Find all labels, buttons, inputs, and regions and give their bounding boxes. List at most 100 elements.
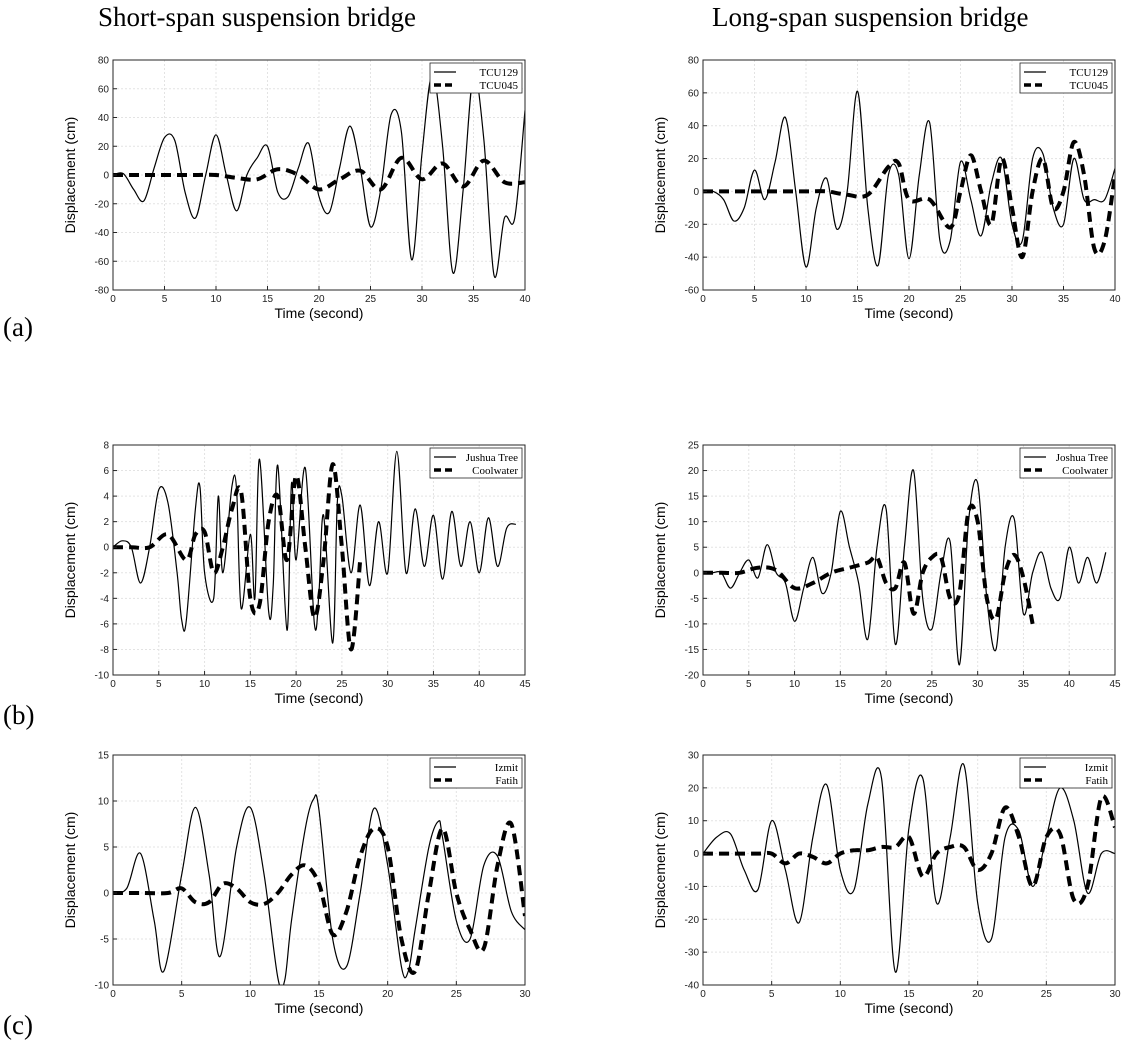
x-tick-label: 15 (852, 294, 864, 305)
x-tick-label: 0 (700, 989, 706, 1000)
y-tick-label: 8 (103, 441, 109, 452)
y-tick-label: -40 (685, 981, 700, 992)
plot-area (113, 445, 525, 675)
y-tick-label: -20 (685, 220, 700, 231)
x-tick-label: 40 (519, 294, 531, 305)
y-tick-label: 40 (688, 121, 700, 132)
series-line-dashed (703, 793, 1115, 906)
x-tick-label: 0 (110, 989, 116, 1000)
y-tick-label: -60 (685, 286, 700, 297)
x-tick-label: 25 (926, 679, 938, 690)
chart-a-short-span: 0 5 10 15 20 25 30 35 40 -80 -60 -40 -20 0 20 40 60 80 Tim… (62, 56, 531, 322)
legend-label: Jushua Tree (466, 452, 518, 464)
plot-area (703, 60, 1115, 290)
row-label-c: (c) (3, 1010, 33, 1040)
y-tick-label: 25 (688, 441, 700, 452)
y-tick-label: 0 (693, 568, 699, 579)
x-tick-label: 0 (700, 679, 706, 690)
x-tick-label: 30 (1109, 989, 1121, 1000)
x-axis-label: Time (second) (865, 1000, 954, 1016)
y-tick-label: 0 (103, 889, 109, 900)
y-axis-label: Displacement (cm) (62, 812, 78, 929)
x-tick-label: 20 (972, 989, 984, 1000)
legend-label: Coolwater (472, 465, 518, 477)
chart-a-long-span: 0 5 10 15 20 25 30 35 40 -60 -40 -20 0 20 40 60 80 Time (… (652, 56, 1121, 322)
x-tick-label: 5 (162, 294, 168, 305)
row-label-b: (b) (3, 700, 35, 730)
x-tick-label: 20 (291, 679, 303, 690)
x-tick-label: 35 (1058, 294, 1070, 305)
x-tick-label: 20 (313, 294, 325, 305)
legend-label: TCU129 (1070, 67, 1109, 79)
y-tick-label: 4 (103, 492, 109, 503)
y-tick-label: 0 (103, 543, 109, 554)
legend-label: TCU129 (480, 67, 519, 79)
series-line-dashed (113, 462, 363, 652)
axes-box (702, 444, 1116, 676)
y-axis-label: Displacement (cm) (62, 502, 78, 619)
x-tick-label: 40 (474, 679, 486, 690)
series-line-solid (113, 72, 525, 279)
y-tick-label: 60 (98, 84, 110, 95)
y-tick-label: 20 (688, 154, 700, 165)
x-tick-label: 15 (313, 989, 325, 1000)
legend-label: Coolwater (1062, 465, 1108, 477)
x-tick-label: 30 (972, 679, 984, 690)
row-label-a: (a) (3, 312, 33, 342)
y-tick-label: 40 (98, 113, 110, 124)
y-tick-label: -2 (100, 568, 109, 579)
y-tick-label: 30 (688, 751, 700, 762)
x-tick-label: 10 (835, 989, 847, 1000)
x-tick-label: 10 (789, 679, 801, 690)
series-line-dashed (703, 140, 1115, 260)
y-tick-label: 2 (103, 517, 109, 528)
chart-b-short-span: 0 5 10 15 20 25 30 35 40 45 -10 -8 -6 -4 -2 0 2 4 6 8 Time (… (62, 441, 531, 707)
series-line-solid (703, 763, 1115, 973)
y-tick-label: 20 (98, 142, 110, 153)
legend-label: Izmit (1085, 762, 1108, 774)
x-tick-label: 0 (700, 294, 706, 305)
y-tick-label: 0 (103, 171, 109, 182)
y-tick-label: 0 (693, 849, 699, 860)
y-tick-label: -15 (685, 645, 700, 656)
x-tick-label: 25 (365, 294, 377, 305)
legend-box (1019, 447, 1113, 479)
x-tick-label: 0 (110, 679, 116, 690)
y-tick-label: -8 (100, 645, 109, 656)
x-axis-label: Time (second) (275, 1000, 364, 1016)
series-line-solid (113, 794, 525, 985)
x-tick-label: 35 (1018, 679, 1030, 690)
x-tick-label: 15 (262, 294, 274, 305)
x-axis-label: Time (second) (275, 690, 364, 706)
legend-label: Fatih (1085, 775, 1108, 787)
x-tick-label: 5 (156, 679, 162, 690)
legend-label: TCU045 (480, 80, 519, 92)
y-tick-label: -10 (685, 882, 700, 893)
column-title-long-span: Long-span suspension bridge (712, 2, 1029, 32)
x-tick-label: 25 (1041, 989, 1053, 1000)
plot-area (113, 755, 525, 985)
y-tick-label: -10 (95, 671, 110, 682)
x-tick-label: 15 (835, 679, 847, 690)
x-tick-label: 20 (382, 989, 394, 1000)
y-tick-label: -20 (685, 671, 700, 682)
legend-box (429, 62, 523, 94)
y-tick-label: 20 (688, 466, 700, 477)
y-tick-label: 15 (98, 751, 110, 762)
x-tick-label: 10 (210, 294, 222, 305)
y-axis-label: Displacement (cm) (652, 812, 668, 929)
series-line-solid (703, 469, 1107, 666)
y-tick-label: -10 (95, 981, 110, 992)
x-tick-label: 10 (245, 989, 257, 1000)
x-tick-label: 45 (519, 679, 531, 690)
y-tick-label: 10 (98, 797, 110, 808)
x-tick-label: 15 (903, 989, 915, 1000)
y-axis-label: Displacement (cm) (62, 117, 78, 234)
x-tick-label: 5 (179, 989, 185, 1000)
y-tick-label: -40 (95, 228, 110, 239)
y-tick-label: -20 (685, 915, 700, 926)
